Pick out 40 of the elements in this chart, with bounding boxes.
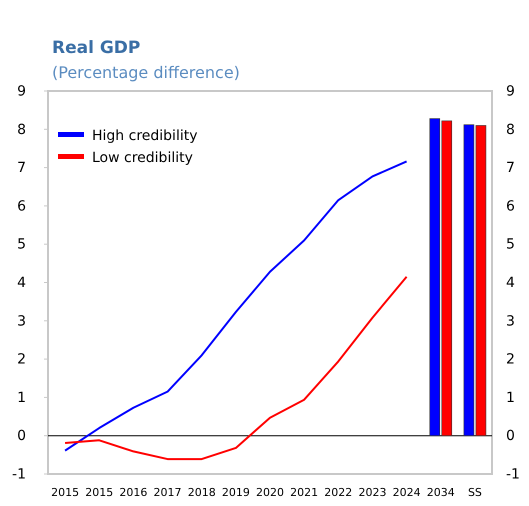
- y2-tick-label: 3: [506, 313, 515, 330]
- y2-tick-label: 8: [506, 122, 515, 138]
- x-tick-label: 2034: [426, 486, 455, 499]
- y-tick-label: 7: [17, 160, 26, 176]
- y-tick-label: 6: [17, 198, 26, 214]
- x-tick-label: 2022: [324, 486, 352, 499]
- y2-tick-label: 2: [506, 352, 515, 368]
- y-tick-label: 4: [17, 274, 26, 291]
- x-tick-label: 2018: [188, 486, 216, 499]
- y-tick-label: 8: [17, 122, 26, 138]
- y2-tick-label: 4: [506, 274, 515, 291]
- line-series: [64, 276, 408, 460]
- y2-tick-label: 9: [506, 83, 515, 100]
- legend-label: High credibility: [92, 128, 198, 144]
- y2-tick-label: 1: [506, 390, 515, 406]
- x-tick-label: 2016: [119, 486, 148, 499]
- y-tick-label: 1: [17, 390, 26, 406]
- x-tick-label: 2017: [154, 486, 182, 499]
- x-tick-label: 2024: [392, 486, 421, 499]
- y2-tick-label: -1: [506, 466, 520, 482]
- x-tick-label: 2015: [85, 486, 114, 499]
- x-tick-label: 2019: [222, 486, 250, 499]
- x-tick-label: 2020: [256, 486, 284, 499]
- y2-tick-label: 5: [506, 236, 515, 253]
- y-tick-label: 9: [17, 83, 26, 100]
- y-tick-label: 3: [17, 313, 26, 330]
- y-tick-label: 0: [17, 428, 26, 444]
- y-tick-label: -1: [12, 466, 26, 482]
- x-tick-label: 2015: [51, 486, 80, 499]
- x-tick-label: SS: [468, 486, 482, 499]
- x-tick-label: 2023: [358, 486, 386, 499]
- y-tick-label: 2: [17, 352, 26, 368]
- x-tick-label: 2021: [290, 486, 318, 499]
- chart-title: Real GDP: [52, 38, 140, 58]
- y-tick-label: 5: [17, 236, 26, 253]
- y2-tick-label: 0: [506, 428, 515, 444]
- y2-tick-label: 6: [506, 198, 515, 214]
- chart-subtitle: (Percentage difference): [52, 63, 240, 82]
- y2-tick-label: 7: [506, 160, 515, 176]
- legend-label: Low credibility: [92, 150, 193, 166]
